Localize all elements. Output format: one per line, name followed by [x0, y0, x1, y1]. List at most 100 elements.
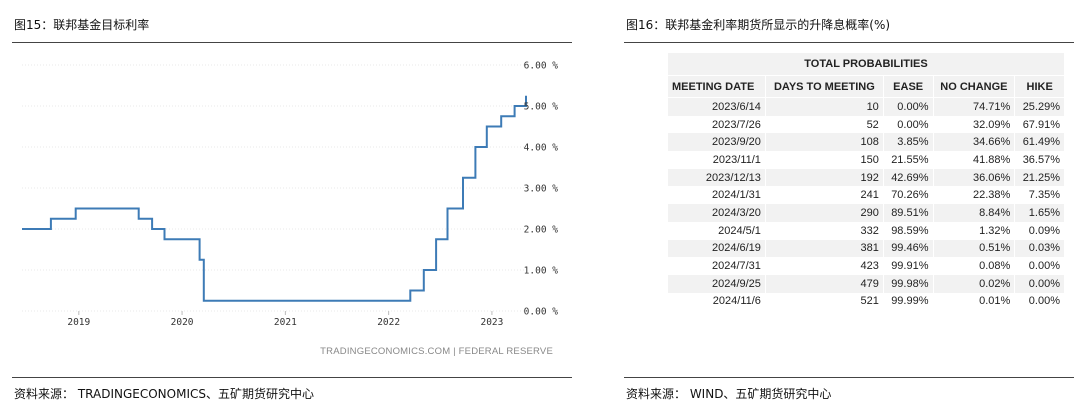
table-cell: 0.00% [882, 115, 933, 134]
table-cell: 192 [764, 168, 884, 187]
x-axis-ticks: 2019 2020 2021 2022 2023 [67, 311, 503, 328]
right-title-rule [624, 42, 1074, 43]
chart-attribution: TRADINGECONOMICS.COM | FEDERAL RESERVE [320, 346, 553, 357]
fed-funds-rate-line [22, 95, 527, 302]
table-cell: 89.51% [882, 204, 933, 222]
table-cell: 2023/7/26 [668, 115, 766, 134]
table-row: 2024/9/25 479 99.98% 0.02% 0.00% [668, 274, 1064, 293]
table-header-row: MEETING DATE DAYS TO MEETING EASE NO CHANGE… [668, 75, 1064, 98]
y-tick-label: 4.00 % [524, 143, 559, 154]
table-cell: 241 [764, 186, 884, 205]
y-tick-label: 0.00 % [524, 307, 559, 318]
y-tick-label: 5.00 % [524, 102, 559, 113]
table-cell: 21.25% [1014, 168, 1064, 187]
table-cell: 2023/12/13 [668, 168, 766, 187]
table-column-header: DAYS TO MEETING [764, 75, 884, 98]
table-cell: 381 [764, 239, 884, 258]
probability-table: TOTAL PROBABILITIES MEETING DATE DAYS TO … [668, 53, 1064, 311]
table-cell: 0.00% [882, 97, 933, 116]
left-source-rule [12, 377, 572, 378]
table-column-header: EASE [882, 75, 933, 98]
table-column-header: HIKE [1014, 75, 1064, 98]
table-row: 2023/12/13 192 42.69% 36.06% 21.25% [668, 168, 1064, 187]
table-row: 2024/1/31 241 70.26% 22.38% 7.35% [668, 186, 1064, 205]
right-source-text: 资料来源： WIND、五矿期货研究中心 [626, 387, 832, 401]
table-column-header: NO CHANGE [932, 75, 1015, 98]
table-cell: 61.49% [1014, 133, 1064, 152]
y-tick-label: 1.00 % [524, 266, 559, 277]
table-cell: 0.09% [1014, 221, 1064, 240]
x-tick-label: 2020 [171, 317, 194, 328]
table-cell: 150 [764, 151, 884, 169]
table-cell: 32.09% [932, 115, 1015, 134]
x-tick-label: 2023 [480, 317, 503, 328]
table-cell: 2024/7/31 [668, 257, 766, 275]
table-cell: 521 [764, 292, 884, 311]
table-cell: 98.59% [882, 221, 933, 240]
table-row: 2023/6/14 10 0.00% 74.71% 25.29% [668, 97, 1064, 116]
table-cell: 0.08% [932, 257, 1015, 275]
table-cell: 34.66% [932, 133, 1015, 152]
table-cell: 2024/11/6 [668, 292, 766, 311]
chart-grid [22, 64, 526, 312]
table-cell: 2023/9/20 [668, 133, 766, 152]
table-cell: 0.51% [932, 239, 1015, 258]
right-source-rule [624, 377, 1074, 378]
table-cell: 2024/3/20 [668, 204, 766, 222]
table-cell: 42.69% [882, 168, 933, 187]
table-cell: 99.46% [882, 239, 933, 258]
table-cell: 74.71% [932, 97, 1015, 116]
left-source-text: 资料来源： TRADINGECONOMICS、五矿期货研究中心 [14, 387, 314, 401]
table-cell: 0.01% [932, 292, 1015, 311]
table-cell: 7.35% [1014, 186, 1064, 205]
table-row: 2023/11/1 150 21.55% 41.88% 36.57% [668, 151, 1064, 169]
table-cell: 3.85% [882, 133, 933, 152]
table-cell: 99.91% [882, 257, 933, 275]
y-axis-ticks: 0.00 % 1.00 % 2.00 % 3.00 % 4.00 % 5.00 % 6.00… [524, 61, 559, 318]
table-cell: 0.00% [1014, 257, 1064, 275]
table-cell: 108 [764, 133, 884, 152]
table-cell: 290 [764, 204, 884, 222]
table-cell: 99.98% [882, 274, 933, 293]
table-row: 2024/7/31 423 99.91% 0.08% 0.00% [668, 257, 1064, 275]
table-column-header: MEETING DATE [668, 75, 766, 98]
table-cell: 1.32% [932, 221, 1015, 240]
table-cell: 1.65% [1014, 204, 1064, 222]
table-cell: 8.84% [932, 204, 1015, 222]
table-cell: 36.06% [932, 168, 1015, 187]
table-cell: 10 [764, 97, 884, 116]
table-cell: 2024/9/25 [668, 274, 766, 293]
table-row: 2024/3/20 290 89.51% 8.84% 1.65% [668, 204, 1064, 222]
table-row: 2024/6/19 381 99.46% 0.51% 0.03% [668, 239, 1064, 258]
table-body: 2023/6/14 10 0.00% 74.71% 25.29% 2023/7/26 52 0… [668, 97, 1064, 311]
y-tick-label: 3.00 % [524, 184, 559, 195]
chart-series [22, 95, 527, 302]
table-cell: 423 [764, 257, 884, 275]
table-cell: 99.99% [882, 292, 933, 311]
table-cell: 67.91% [1014, 115, 1064, 134]
table-cell: 2023/6/14 [668, 97, 766, 116]
table-cell: 36.57% [1014, 151, 1064, 169]
table-cell: 21.55% [882, 151, 933, 169]
table-cell: 0.00% [1014, 292, 1064, 311]
y-tick-label: 2.00 % [524, 225, 559, 236]
left-panel-title: 图15：联邦基金目标利率 [14, 18, 150, 32]
right-panel-title: 图16：联邦基金利率期货所显示的升降息概率(%) [626, 18, 891, 32]
table-cell: 2024/5/1 [668, 221, 766, 240]
table-row: 2024/11/6 521 99.99% 0.01% 0.00% [668, 292, 1064, 311]
left-title-rule [12, 42, 572, 43]
table-row: 2024/5/1 332 98.59% 1.32% 0.09% [668, 221, 1064, 240]
table-cell: 25.29% [1014, 97, 1064, 116]
x-tick-label: 2021 [274, 317, 297, 328]
table-cell: 0.02% [932, 274, 1015, 293]
table-cell: 479 [764, 274, 884, 293]
table-super-header: TOTAL PROBABILITIES [668, 53, 1064, 76]
table-cell: 0.03% [1014, 239, 1064, 258]
table-cell: 41.88% [932, 151, 1015, 169]
table-cell: 2024/1/31 [668, 186, 766, 205]
table-cell: 2024/6/19 [668, 239, 766, 258]
table-cell: 22.38% [932, 186, 1015, 205]
table-row: 2023/9/20 108 3.85% 34.66% 61.49% [668, 133, 1064, 152]
table-cell: 0.00% [1014, 274, 1064, 293]
table-cell: 332 [764, 221, 884, 240]
